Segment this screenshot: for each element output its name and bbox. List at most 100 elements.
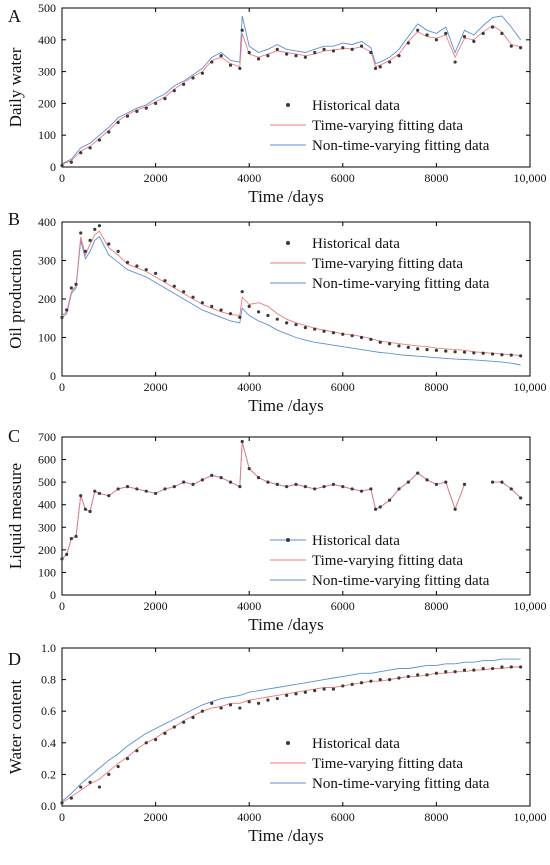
x-tick-label: 6000	[331, 810, 355, 824]
data-point	[275, 482, 279, 486]
data-point	[238, 706, 242, 710]
data-point	[322, 47, 326, 51]
x-tick-label: 0	[59, 171, 65, 185]
data-point	[172, 89, 176, 93]
data-point	[519, 46, 523, 50]
y-tick-label: 300	[38, 65, 56, 79]
data-point	[453, 670, 457, 674]
y-tick-label: 0.4	[41, 736, 56, 750]
data-point	[322, 485, 326, 489]
data-point	[313, 487, 317, 491]
data-point	[125, 757, 130, 761]
legend-label: Historical data	[312, 236, 400, 252]
data-point	[285, 693, 289, 698]
plot-frame	[61, 436, 531, 596]
data-point	[163, 279, 167, 283]
data-point	[481, 31, 485, 36]
data-point	[247, 700, 251, 704]
data-point	[509, 487, 513, 491]
data-point	[125, 485, 130, 489]
data-point	[69, 796, 73, 800]
data-point	[331, 331, 336, 335]
data-point	[97, 138, 102, 142]
data-point	[163, 97, 167, 101]
data-point	[388, 678, 392, 682]
x-tick-label: 8000	[424, 599, 448, 613]
data-point	[313, 327, 317, 331]
data-point	[88, 780, 92, 784]
legend-swatch	[286, 741, 290, 745]
data-point	[397, 344, 401, 348]
data-point	[369, 50, 373, 55]
data-point	[144, 741, 148, 745]
legend-label: Non-time-varying fitting data	[312, 776, 490, 792]
data-point	[285, 52, 289, 56]
x-tick-label: 0	[59, 810, 65, 824]
data-point	[182, 480, 186, 484]
data-point	[69, 536, 73, 541]
data-point	[219, 308, 223, 312]
data-point	[83, 507, 87, 511]
data-point	[116, 120, 120, 125]
data-point	[359, 44, 364, 48]
data-point	[266, 698, 270, 702]
data-point	[444, 31, 448, 36]
data-point	[341, 684, 345, 688]
data-point	[97, 491, 102, 496]
data-point	[434, 482, 438, 486]
data-point	[240, 290, 244, 294]
series-points-historical	[60, 25, 523, 168]
legend: Historical data Time-varying fitting data…	[270, 98, 490, 154]
y-tick-label: 400	[38, 498, 56, 512]
data-point	[481, 666, 485, 671]
plot-frame	[61, 7, 531, 168]
x-tick-label: 2000	[144, 380, 168, 394]
data-point	[388, 342, 392, 346]
data-point	[107, 242, 111, 246]
data-point	[240, 439, 244, 444]
data-point	[60, 801, 64, 805]
data-point	[373, 66, 378, 71]
data-point	[406, 480, 410, 484]
x-tick-label: 0	[59, 599, 65, 613]
data-point	[247, 467, 251, 471]
data-point	[500, 353, 504, 357]
data-point	[79, 785, 83, 789]
data-point	[444, 480, 448, 484]
data-point	[247, 50, 251, 55]
data-point	[462, 668, 467, 672]
data-point	[238, 315, 242, 319]
y-tick-label: 300	[38, 520, 56, 534]
data-point	[93, 489, 97, 493]
data-point	[107, 772, 111, 777]
y-axis-label: Oil production	[6, 249, 25, 349]
data-point	[462, 350, 467, 354]
data-point	[144, 268, 148, 272]
legend-swatch	[286, 103, 290, 107]
panel-b: B 0 2000 4000 6000 8000 10,000 0 100 200 300 400 Tim…	[6, 209, 547, 415]
y-axis-label: Liquid measure	[6, 463, 25, 569]
data-point	[182, 290, 186, 294]
y-tick-label: 100	[38, 565, 56, 579]
data-point	[238, 66, 242, 71]
data-point	[490, 25, 495, 29]
data-point	[200, 71, 204, 75]
data-point	[228, 480, 233, 484]
data-point	[135, 749, 139, 753]
data-point	[135, 109, 139, 113]
data-point	[74, 282, 78, 286]
data-point	[500, 480, 504, 484]
series-points-historical	[60, 224, 523, 358]
legend-label: Non-time-varying fitting data	[312, 276, 490, 292]
data-point	[182, 720, 186, 724]
data-point	[462, 35, 467, 39]
data-point	[238, 485, 242, 489]
data-point	[294, 482, 298, 486]
data-point	[519, 496, 523, 500]
data-point	[200, 478, 204, 482]
series-line-time-varying	[61, 230, 521, 356]
data-point	[210, 701, 214, 705]
data-point	[200, 709, 204, 713]
data-point	[65, 308, 69, 312]
